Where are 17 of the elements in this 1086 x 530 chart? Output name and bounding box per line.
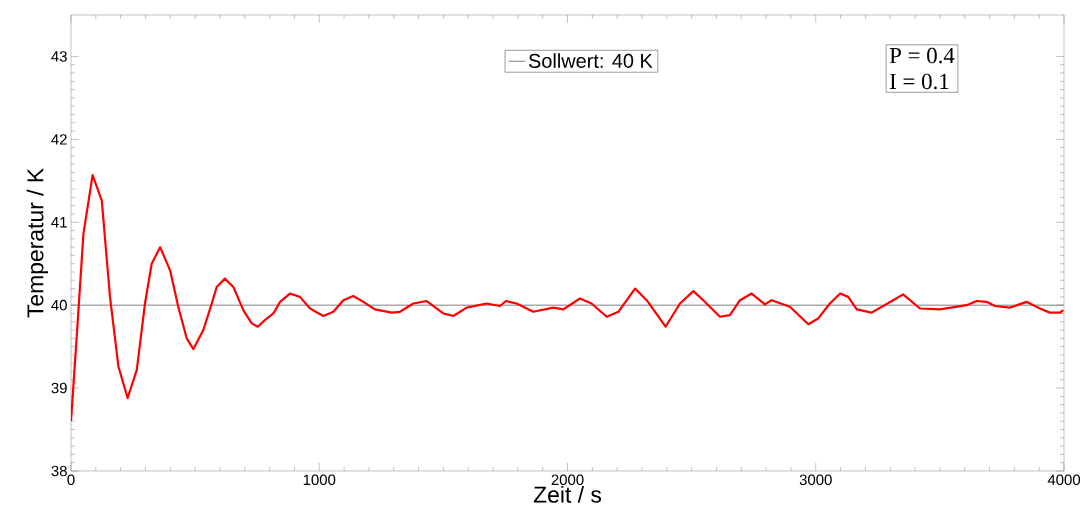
x-tick-label: 1000 xyxy=(303,474,336,486)
x-tick-label: 3000 xyxy=(799,474,832,486)
x-tick-label: 2000 xyxy=(551,474,584,486)
legend-label: Sollwert: 40 K xyxy=(528,53,653,68)
y-axis-title: Temperatur / K xyxy=(26,168,49,318)
x-tick-label: 4000 xyxy=(1047,474,1081,486)
annotation: I = 0.1 xyxy=(889,73,949,90)
y-tick-label: 43 xyxy=(51,51,67,62)
y-tick-label: 39 xyxy=(51,382,67,394)
y-tick-label: 42 xyxy=(51,134,67,145)
y-tick-label: 40 xyxy=(51,299,67,311)
y-tick-label: 41 xyxy=(51,217,67,228)
line-series xyxy=(71,173,1065,423)
annotation: P = 0.4 xyxy=(889,47,955,64)
x-axis-title: Zeit / s xyxy=(533,485,602,503)
y-tick-label: 38 xyxy=(51,465,67,477)
x-tick-label: 0 xyxy=(67,474,75,486)
